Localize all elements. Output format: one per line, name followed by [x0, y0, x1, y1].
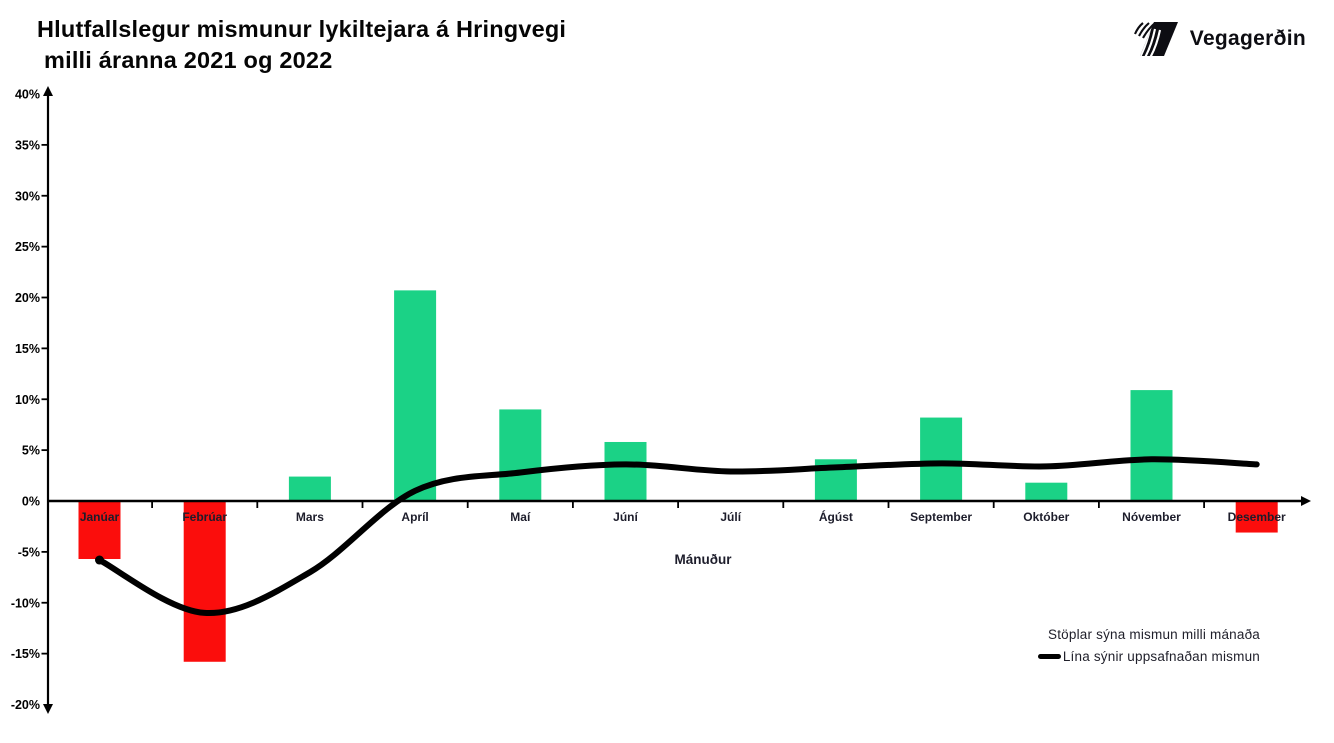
x-category-label: Nóvember	[1122, 510, 1181, 524]
y-tick-label: -5%	[18, 545, 40, 559]
y-tick-label: -10%	[11, 596, 40, 610]
vegagerdin-logo-icon	[1133, 22, 1178, 56]
x-category-label: Desember	[1228, 510, 1286, 524]
y-tick-label: 15%	[15, 342, 40, 356]
bar-október	[1025, 482, 1068, 501]
page-title-line2: milli áranna 2021 og 2022	[44, 47, 333, 73]
x-category-label: Apríl	[401, 510, 428, 524]
y-axis-top-arrow-icon	[43, 86, 53, 96]
brand: Vegagerðin	[1130, 21, 1306, 57]
y-tick-label: 40%	[15, 88, 40, 102]
page-title-line1: Hlutfallslegur mismunur lykiltejara á Hr…	[37, 16, 567, 42]
y-tick-label: -15%	[11, 647, 40, 661]
x-category-label: Mars	[296, 510, 324, 524]
x-category-label: Júlí	[720, 510, 741, 524]
line-marker-icon	[1037, 654, 1061, 659]
x-axis-right-arrow-icon	[1301, 496, 1311, 506]
legend-bars-label: Stöplar sýna mismun milli mánaða	[1048, 627, 1260, 642]
line-start-dot	[95, 555, 104, 565]
bar-nóvember	[1130, 390, 1173, 501]
bar-janúar	[78, 501, 121, 559]
x-axis-title: Mánuður	[675, 552, 733, 567]
bar-febrúar	[183, 501, 226, 662]
bar-júní	[604, 441, 647, 501]
y-tick-label: 20%	[15, 291, 40, 305]
cumulative-line	[96, 456, 1260, 616]
y-tick-label: 25%	[15, 240, 40, 254]
legend-item-line: Lína sýnir uppsafnaðan mismun	[1037, 649, 1260, 664]
y-tick-label: 10%	[15, 393, 40, 407]
y-tick-label: -20%	[11, 698, 40, 712]
y-tick-label: 30%	[15, 189, 40, 203]
legend-item-bars: Stöplar sýna mismun milli mánaða	[1048, 627, 1260, 642]
x-category-label: Janúar	[80, 510, 120, 524]
bar-maí	[499, 409, 542, 501]
x-category-label: Maí	[510, 510, 531, 524]
y-axis-bottom-arrow-icon	[43, 704, 53, 714]
legend: Stöplar sýna mismun milli mánaða Lína sý…	[1037, 627, 1260, 664]
bar-apríl	[394, 290, 437, 501]
brand-name: Vegagerðin	[1189, 27, 1306, 50]
legend-line-label: Lína sýnir uppsafnaðan mismun	[1062, 649, 1260, 664]
x-category-label: Febrúar	[182, 510, 227, 524]
x-category-label: Október	[1023, 510, 1069, 524]
y-tick-label: 0%	[22, 495, 40, 509]
page-title: Hlutfallslegur mismunur lykiltejara á Hr…	[37, 14, 566, 76]
y-tick-label: 5%	[22, 444, 40, 458]
x-category-label: Ágúst	[819, 509, 853, 524]
x-category-label: Júní	[613, 510, 638, 524]
bar-september	[920, 417, 963, 501]
bar-mars	[288, 476, 331, 501]
y-tick-label: 35%	[15, 138, 40, 152]
bar-desember	[1235, 501, 1278, 533]
x-category-label: September	[910, 510, 972, 524]
